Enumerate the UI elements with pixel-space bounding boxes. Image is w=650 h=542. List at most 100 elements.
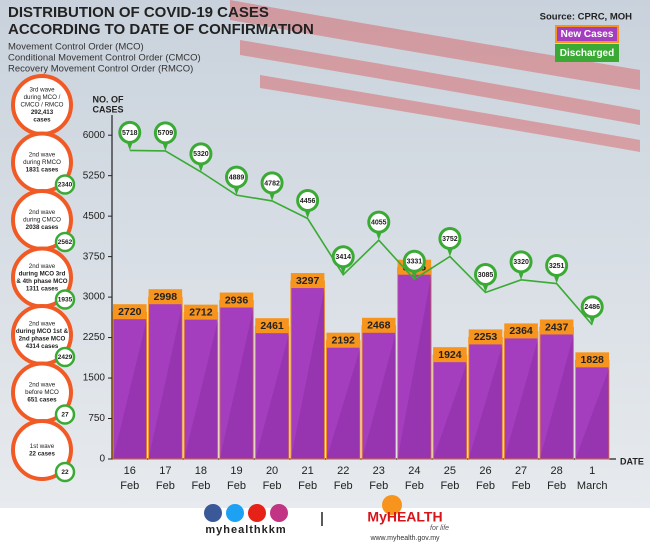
bar-label: 2364 xyxy=(509,325,533,337)
bar-shade xyxy=(184,320,218,459)
wave-text: CMCO / RMCO xyxy=(21,102,64,109)
wave-discharged-bubble xyxy=(54,461,76,483)
x-tick-label: 28 xyxy=(551,465,563,477)
x-tick-label: Feb xyxy=(263,480,282,492)
point-label: 3251 xyxy=(549,263,565,270)
point xyxy=(118,120,142,144)
wave-discharged: 2429 xyxy=(58,354,73,361)
chart-title: ACCORDING TO DATE OF CONFIRMATION xyxy=(8,21,314,38)
bar-shade xyxy=(255,334,289,459)
bar-label: 3297 xyxy=(296,275,320,287)
point xyxy=(402,249,426,273)
wave-discharged: 2340 xyxy=(58,182,73,189)
bar-label: 2712 xyxy=(189,306,213,318)
bar-shade xyxy=(362,333,396,459)
wave-text: during RMCO xyxy=(23,159,61,166)
brand-icon xyxy=(382,495,402,515)
wave-text: 2nd wave xyxy=(29,152,56,159)
wave-text: 1831 cases xyxy=(26,167,59,174)
x-tick-label: 19 xyxy=(230,465,242,477)
bar-label: 2936 xyxy=(225,294,249,306)
x-tick-label: 20 xyxy=(266,465,278,477)
x-tick-label: March xyxy=(577,480,608,492)
y-tick-label: 750 xyxy=(88,413,105,424)
bar xyxy=(539,326,574,460)
y-tick-label: 0 xyxy=(99,454,105,465)
bar-shade xyxy=(148,305,183,459)
wave-text: 2nd wave xyxy=(29,320,56,327)
bar-shade xyxy=(219,308,254,459)
bar-label: 2998 xyxy=(154,291,178,303)
point-label: 3085 xyxy=(478,272,494,279)
flag-stripes xyxy=(230,0,640,152)
bar-label-box xyxy=(468,329,503,345)
bar-label-box xyxy=(255,318,289,334)
wave-discharged-bubble xyxy=(54,289,76,310)
bar xyxy=(325,340,361,460)
bar-shade xyxy=(539,335,574,459)
point-label: 4456 xyxy=(300,198,316,205)
legend-swatch xyxy=(555,44,619,62)
chart-subtitle: Conditional Movement Control Order (CMCO… xyxy=(8,53,201,64)
bar-label: 2253 xyxy=(474,331,498,343)
footer-handle: myhealthkkm xyxy=(205,524,286,536)
x-tick-label: 25 xyxy=(444,465,456,477)
y-tick-label: 1500 xyxy=(83,373,106,384)
bar-label-box xyxy=(290,273,325,289)
point xyxy=(474,263,497,287)
wave-bubble xyxy=(11,419,73,481)
bar-label-box xyxy=(433,347,467,363)
footer-brand: MyHEALTH xyxy=(367,509,442,525)
footer-tagline: for life xyxy=(430,525,449,532)
bar-shade xyxy=(504,339,538,459)
bar xyxy=(112,311,148,460)
bar-label-box xyxy=(326,332,360,348)
point xyxy=(225,165,248,189)
bar-shade xyxy=(433,363,467,459)
wave-text: before MCO xyxy=(25,389,59,396)
footer-bg xyxy=(0,508,650,542)
legend-label: Discharged xyxy=(560,48,614,59)
point-label: 2486 xyxy=(584,304,600,311)
point xyxy=(296,189,320,213)
wave-text: cases xyxy=(33,117,51,124)
bar-label-box xyxy=(219,292,254,308)
x-tick-label: 1 xyxy=(589,465,595,477)
x-tick-label: Feb xyxy=(298,480,317,492)
wave-discharged: 22 xyxy=(61,469,69,476)
bar xyxy=(219,300,254,460)
point xyxy=(189,142,213,166)
wave-text: during MCO / xyxy=(24,94,61,101)
y-tick-label: 6000 xyxy=(83,130,106,141)
point-label: 3320 xyxy=(513,259,529,266)
legend-label: New Cases xyxy=(561,29,614,40)
bar-label-box xyxy=(575,352,609,368)
wave-discharged-bubble xyxy=(54,404,76,425)
wave-discharged: 1935 xyxy=(58,297,73,304)
point xyxy=(545,254,569,278)
x-tick-label: Feb xyxy=(227,480,246,492)
point xyxy=(331,245,355,269)
y-axis-label: NO. OF xyxy=(93,94,125,104)
footer-url: www.myhealth.gov.my xyxy=(369,535,440,542)
bar xyxy=(574,359,610,460)
wave-text: during MCO 3rd xyxy=(19,270,66,277)
wave-discharged-bubble xyxy=(54,174,76,195)
x-tick-label: Feb xyxy=(440,480,459,492)
x-tick-label: 21 xyxy=(302,465,314,477)
point-label: 4055 xyxy=(371,220,387,227)
wave-discharged-bubble xyxy=(54,346,76,368)
bar-shade xyxy=(290,289,325,459)
wave-text: during MCO 1st & xyxy=(16,328,69,335)
point xyxy=(580,295,604,319)
bar-label-box xyxy=(148,289,183,305)
bar-shade xyxy=(326,348,360,459)
x-tick-label: Feb xyxy=(120,480,139,492)
point-label: 5709 xyxy=(158,130,174,137)
bar xyxy=(468,336,503,460)
x-tick-label: 23 xyxy=(373,465,385,477)
y-tick-label: 3750 xyxy=(83,251,106,262)
wave-text: during CMCO xyxy=(23,217,61,224)
social-icons xyxy=(204,504,288,522)
